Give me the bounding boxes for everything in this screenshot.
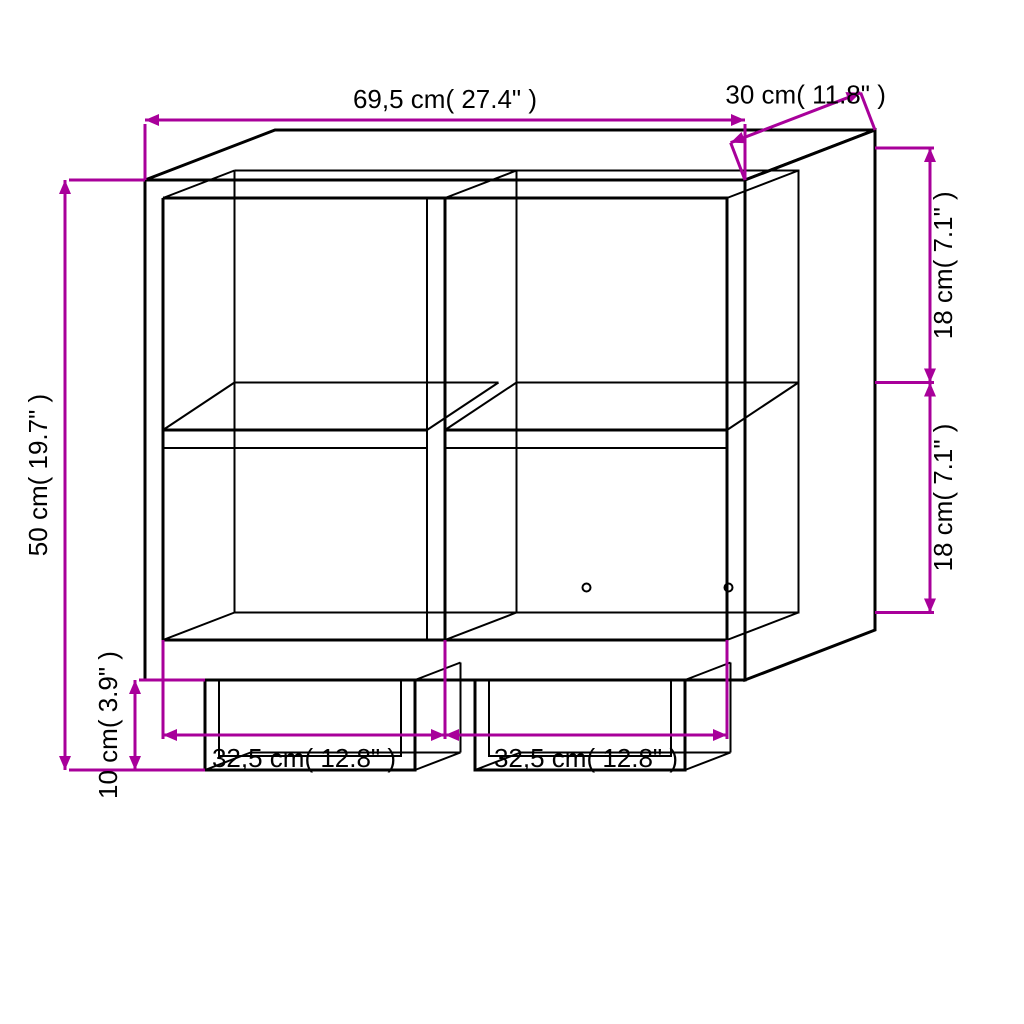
dim-height-label: 50 cm( 19.7" ): [23, 394, 53, 556]
dimension-diagram: 69,5 cm( 27.4" ) 30 cm( 11.8" ) 50 cm( 19.…: [0, 0, 1024, 1024]
dim-comp-left-label: 32,5 cm( 12.8" ): [212, 743, 396, 773]
cabinet-outline: [145, 130, 875, 770]
dim-leg-height-label: 10 cm( 3.9" ): [93, 651, 123, 799]
dim-depth-label: 30 cm( 11.8" ): [725, 80, 885, 110]
dim-shelf-bot-label: 18 cm( 7.1" ): [928, 424, 958, 572]
dim-shelf-top-label: 18 cm( 7.1" ): [928, 191, 958, 339]
dim-width-label: 69,5 cm( 27.4" ): [353, 84, 537, 114]
dim-comp-right-label: 32,5 cm( 12.8" ): [494, 743, 678, 773]
